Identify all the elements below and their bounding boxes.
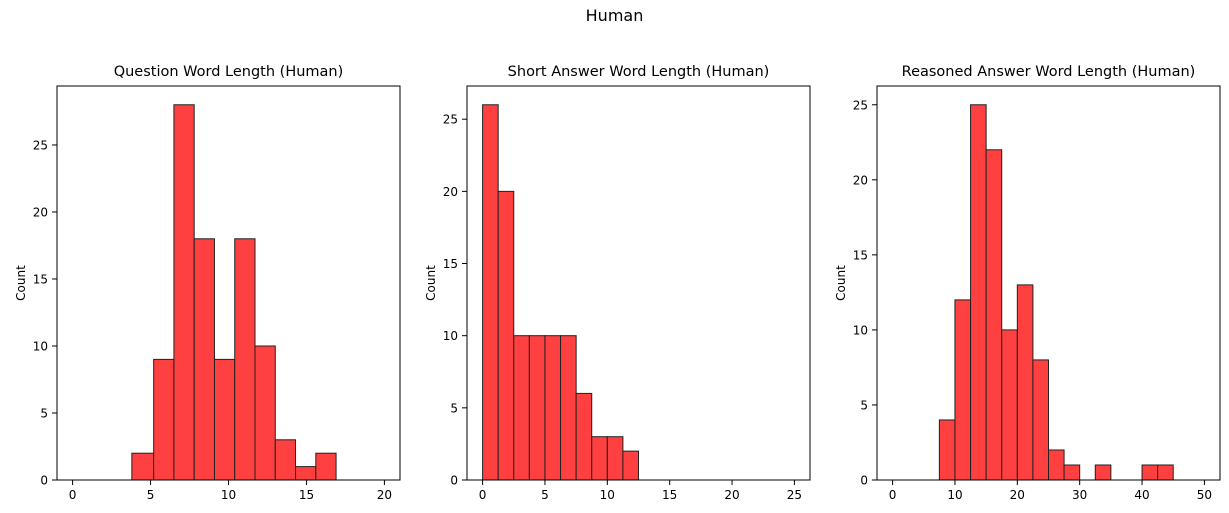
chart-2-xtick-label-0: 0 — [889, 488, 897, 502]
chart-1-xtick-label-1: 5 — [541, 488, 549, 502]
chart-2-xtick-label-5: 50 — [1197, 488, 1212, 502]
chart-1-xtick-label-4: 20 — [724, 488, 739, 502]
chart-0-bar-2 — [173, 104, 195, 481]
chart-1-bar-4 — [544, 335, 562, 481]
chart-2-xtick-label-2: 20 — [1010, 488, 1025, 502]
panel-short-answer-word-length: 0 5 10 15 20 25 0 5 10 15 20 25 Short Answer Word Le… — [424, 64, 811, 502]
chart-2-ytick-label-0: 0 — [860, 474, 868, 488]
chart-0-xtick-label-3: 15 — [299, 488, 314, 502]
chart-1-ytick-label-1: 5 — [450, 401, 458, 415]
chart-1-ytick-label-5: 25 — [443, 113, 458, 127]
chart-0-ylabel: Count — [14, 265, 28, 301]
chart-2-bar-5 — [1016, 284, 1034, 481]
chart-0-ytick-label-3: 15 — [33, 272, 48, 286]
chart-0-xtick-label-1: 5 — [147, 488, 155, 502]
chart-0-bar-7 — [274, 439, 297, 481]
chart-0-bar-9 — [315, 452, 337, 481]
chart-2-bar-7 — [1048, 449, 1065, 481]
chart-0-ytick-label-1: 5 — [40, 406, 48, 420]
figure-suptitle: Human — [585, 6, 644, 25]
chart-2-title: Reasoned Answer Word Length (Human) — [902, 64, 1196, 80]
chart-2-bar-0 — [938, 419, 956, 481]
chart-2-ytick-label-5: 25 — [853, 98, 868, 112]
chart-0-bar-6 — [254, 345, 276, 481]
chart-2-axes-frame — [876, 85, 1221, 481]
chart-2-ylabel: Count — [834, 265, 848, 301]
chart-0-ytick-label-4: 20 — [33, 205, 48, 219]
chart-2-bar-10 — [1141, 464, 1159, 481]
chart-0-xtick-label-0: 0 — [69, 488, 77, 502]
chart-0-bar-8 — [295, 466, 317, 481]
chart-1-bar-2 — [513, 335, 530, 481]
chart-1-bar-3 — [528, 335, 546, 481]
chart-1-xtick-label-3: 15 — [662, 488, 677, 502]
chart-1-bar-6 — [575, 392, 593, 481]
chart-0-bar-5 — [234, 238, 256, 481]
chart-0-bar-0 — [131, 452, 155, 481]
chart-2-ytick-label-2: 10 — [853, 323, 868, 337]
chart-0-ytick-label-5: 25 — [33, 138, 48, 152]
chart-0-xtick-label-4: 20 — [377, 488, 392, 502]
chart-2-ytick-label-3: 15 — [853, 248, 868, 262]
chart-2-bar-9 — [1094, 464, 1112, 481]
chart-1-bar-0 — [482, 104, 499, 481]
panel-reasoned-answer-word-length: 0 10 20 30 40 50 0 5 10 15 20 25 Reasoned Answer Wor… — [834, 64, 1221, 502]
chart-0-ytick-label-0: 0 — [40, 474, 48, 488]
chart-1-bar-1 — [497, 190, 515, 481]
chart-1-bar-9 — [622, 450, 639, 481]
chart-2-ytick-label-1: 5 — [860, 398, 868, 412]
chart-1-xtick-label-5: 25 — [787, 488, 802, 502]
chart-0-title: Question Word Length (Human) — [114, 64, 344, 80]
chart-1-ytick-label-0: 0 — [450, 474, 458, 488]
chart-2-bar-2 — [970, 104, 987, 481]
chart-2-bar-4 — [1001, 329, 1018, 481]
chart-0-xtick-label-2: 10 — [221, 488, 236, 502]
chart-2-xtick-label-4: 40 — [1134, 488, 1149, 502]
chart-0-bar-1 — [153, 358, 175, 481]
chart-2-xtick-label-1: 10 — [947, 488, 962, 502]
chart-2-bar-11 — [1157, 464, 1174, 481]
chart-0-bar-3 — [193, 238, 215, 481]
chart-1-xtick-label-0: 0 — [479, 488, 487, 502]
chart-2-bar-3 — [985, 149, 1003, 481]
chart-1-ylabel: Count — [424, 265, 438, 301]
chart-1-bar-5 — [560, 335, 577, 481]
chart-1-ytick-label-4: 20 — [443, 185, 458, 199]
chart-1-axes-frame — [466, 85, 811, 481]
chart-1-xtick-label-2: 10 — [600, 488, 615, 502]
chart-2-bar-6 — [1032, 359, 1050, 481]
chart-1-bar-8 — [606, 436, 624, 481]
chart-2-bar-1 — [954, 299, 972, 481]
chart-1-ytick-label-2: 10 — [443, 329, 458, 343]
chart-1-title: Short Answer Word Length (Human) — [508, 64, 770, 80]
panel-question-word-length: 0 5 10 15 20 0 5 10 15 20 25 Question Word Length (… — [14, 64, 401, 502]
chart-2-bar-8 — [1063, 464, 1081, 481]
chart-1-bar-7 — [591, 436, 608, 481]
chart-0-bar-4 — [213, 358, 236, 481]
chart-2-ytick-label-4: 20 — [853, 173, 868, 187]
chart-2-xtick-label-3: 30 — [1072, 488, 1087, 502]
chart-1-ytick-label-3: 15 — [443, 257, 458, 271]
chart-0-ytick-label-2: 10 — [33, 339, 48, 353]
